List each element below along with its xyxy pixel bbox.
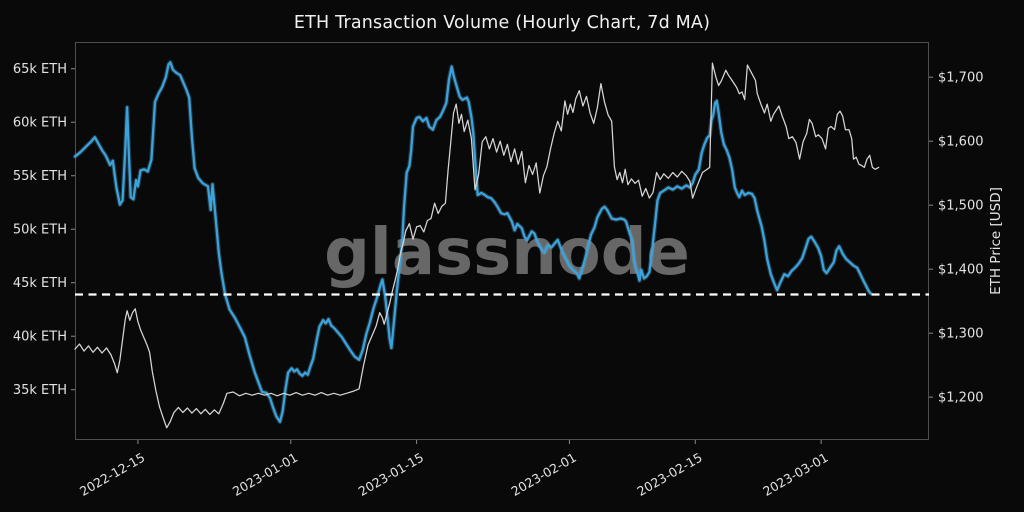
left-axis-tick-label: 65k ETH bbox=[13, 62, 67, 77]
x-axis-tick-label: 2022-12-15 bbox=[77, 450, 147, 499]
right-axis-tick-label: $1,300 bbox=[938, 327, 984, 342]
left-axis-tick-label: 50k ETH bbox=[13, 223, 67, 238]
left-axis-tick-label: 45k ETH bbox=[13, 276, 67, 291]
price-line bbox=[74, 62, 880, 429]
right-axis-tick-label: $1,400 bbox=[938, 263, 984, 278]
chart-title: ETH Transaction Volume (Hourly Chart, 7d… bbox=[293, 13, 711, 33]
right-axis-tick-label: $1,700 bbox=[938, 71, 984, 86]
right-axis-title: ETH Price [USD] bbox=[988, 187, 1004, 295]
x-axis-tick-label: 2023-01-15 bbox=[356, 450, 426, 499]
right-axis-tick-label: $1,200 bbox=[938, 391, 984, 406]
left-axis-tick-label: 40k ETH bbox=[13, 330, 67, 345]
x-axis-tick-label: 2023-03-01 bbox=[760, 450, 830, 499]
volume-line-glow bbox=[72, 59, 873, 425]
x-axis-tick-label: 2023-02-01 bbox=[508, 450, 578, 499]
x-axis-tick-label: 2023-01-01 bbox=[230, 450, 300, 499]
plot-border bbox=[75, 42, 929, 440]
left-axis-tick-label: 60k ETH bbox=[13, 116, 67, 131]
left-axis-tick-label: 55k ETH bbox=[13, 169, 67, 184]
right-axis-tick-label: $1,600 bbox=[938, 135, 984, 150]
right-axis-tick-label: $1,500 bbox=[938, 199, 984, 214]
x-axis-tick-label: 2023-02-15 bbox=[634, 450, 704, 499]
left-axis-tick-label: 35k ETH bbox=[13, 383, 67, 398]
